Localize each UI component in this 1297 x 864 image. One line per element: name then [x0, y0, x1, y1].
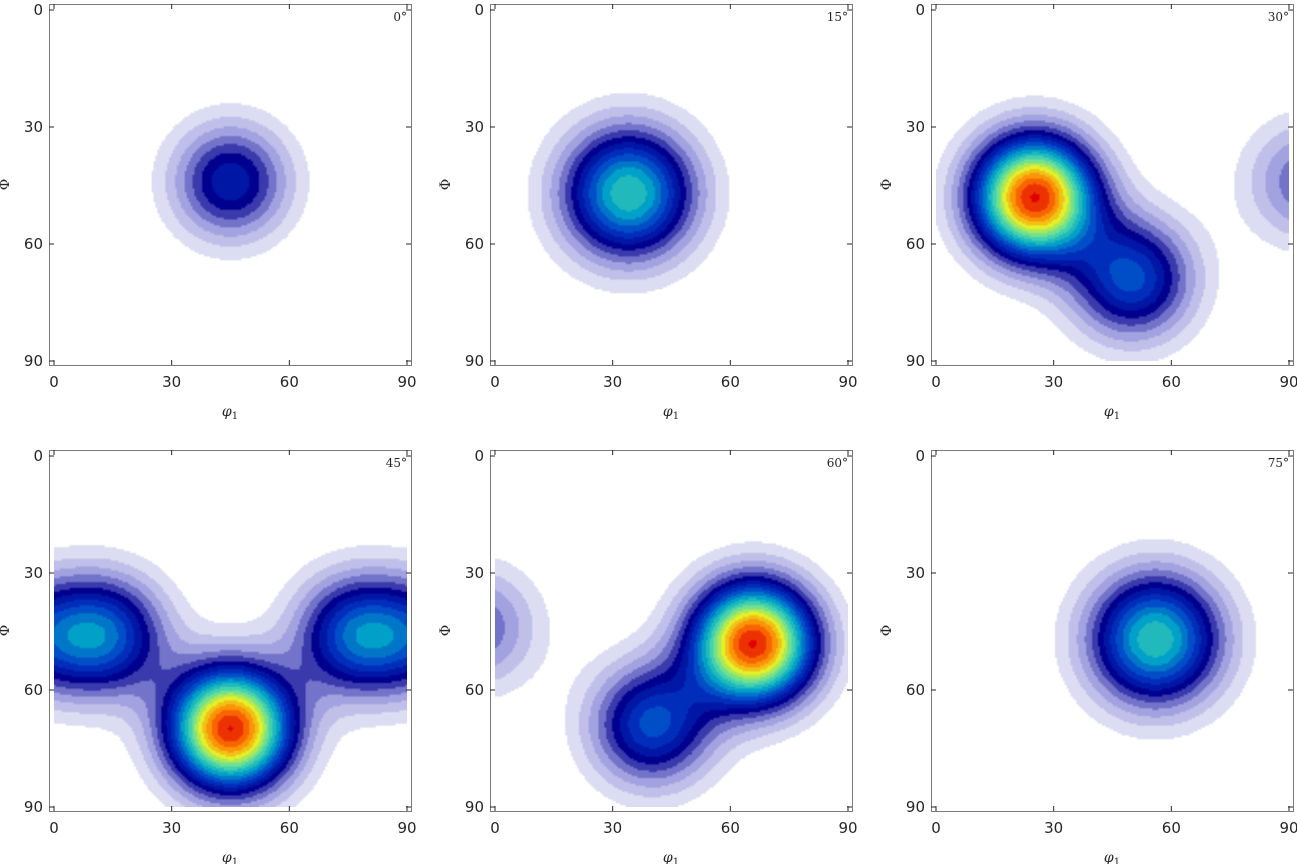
y-axis-label: Φ: [0, 179, 13, 190]
odf-section-panel: 0 30 60 90 0 30 60 90 φ1 Φ 0°: [0, 1, 417, 422]
odf-section-panel: 0 30 60 90 0 30 60 90 φ1 Φ 45°: [0, 447, 417, 864]
x-axis-label-subscript: 1: [1114, 857, 1120, 864]
x-axis-label: φ1: [222, 850, 238, 864]
y-axis-label: Φ: [879, 625, 895, 636]
x-axis-label-subscript: 1: [673, 411, 679, 422]
axes-frame: [490, 4, 853, 366]
x-tick-label: 90: [838, 819, 857, 837]
x-axis-label-subscript: 1: [1114, 411, 1120, 422]
x-axis-label: φ1: [222, 404, 238, 422]
y-tick-label: 60: [24, 681, 43, 699]
x-axis-label: φ1: [663, 850, 679, 864]
axes-frame: [931, 4, 1294, 366]
axes-frame: [49, 450, 412, 812]
odf-heatmap: [495, 456, 848, 807]
odf-heatmap: [936, 456, 1289, 807]
y-tick-label: 90: [465, 352, 484, 370]
y-tick-label: 90: [465, 798, 484, 816]
x-tick-label: 90: [838, 373, 857, 391]
y-tick-label: 30: [465, 564, 484, 582]
x-tick-label: 30: [603, 819, 622, 837]
y-axis-label: Φ: [438, 625, 454, 636]
section-label: 75°: [1268, 456, 1289, 470]
x-tick-label: 60: [1162, 819, 1181, 837]
x-tick-label: 90: [1279, 373, 1297, 391]
x-axis-label: φ1: [663, 404, 679, 422]
odf-section-panel: 0 30 60 90 0 30 60 90 φ1 Φ 60°: [438, 447, 858, 864]
x-axis-label: φ1: [1104, 404, 1120, 422]
x-axis-label-subscript: 1: [232, 857, 238, 864]
y-tick-label: 0: [915, 1, 925, 19]
y-axis-label: Φ: [438, 179, 454, 190]
y-axis-label: Φ: [0, 625, 13, 636]
section-label: 45°: [386, 456, 407, 470]
odf-heatmap: [936, 10, 1289, 361]
x-tick-label: 60: [280, 819, 299, 837]
y-tick-label: 0: [915, 447, 925, 465]
y-tick-label: 30: [24, 564, 43, 582]
y-tick-label: 60: [906, 681, 925, 699]
x-axis-label: φ1: [1104, 850, 1120, 864]
y-axis-label: Φ: [879, 179, 895, 190]
x-tick-label: 30: [162, 373, 181, 391]
section-label: 15°: [827, 10, 848, 24]
y-tick-label: 30: [906, 118, 925, 136]
y-tick-label: 60: [465, 235, 484, 253]
x-tick-label: 30: [1044, 373, 1063, 391]
section-label: 30°: [1268, 10, 1289, 24]
odf-heatmap: [495, 10, 848, 361]
odf-heatmap: [54, 456, 407, 807]
axes-frame: [49, 4, 412, 366]
x-tick-label: 60: [280, 373, 299, 391]
y-tick-label: 0: [33, 447, 43, 465]
y-tick-label: 30: [24, 118, 43, 136]
y-tick-label: 0: [474, 447, 484, 465]
axes-frame: [931, 450, 1294, 812]
x-tick-label: 0: [931, 373, 941, 391]
y-tick-label: 30: [906, 564, 925, 582]
odf-section-panel: 0 30 60 90 0 30 60 90 φ1 Φ 75°: [879, 447, 1297, 864]
y-tick-label: 90: [24, 352, 43, 370]
odf-section-panel: 0 30 60 90 0 30 60 90 φ1 Φ 30°: [879, 1, 1297, 422]
x-tick-label: 60: [721, 373, 740, 391]
y-tick-label: 90: [24, 798, 43, 816]
x-axis-label-subscript: 1: [232, 411, 238, 422]
odf-section-panel: 0 30 60 90 0 30 60 90 φ1 Φ 15°: [438, 1, 858, 422]
y-tick-label: 60: [24, 235, 43, 253]
x-tick-label: 0: [490, 373, 500, 391]
section-label: 0°: [393, 10, 407, 24]
y-tick-label: 0: [33, 1, 43, 19]
section-label: 60°: [827, 456, 848, 470]
y-tick-label: 90: [906, 352, 925, 370]
y-tick-label: 60: [906, 235, 925, 253]
x-tick-label: 60: [1162, 373, 1181, 391]
x-tick-label: 30: [162, 819, 181, 837]
x-tick-label: 0: [490, 819, 500, 837]
x-tick-label: 60: [721, 819, 740, 837]
y-tick-label: 90: [906, 798, 925, 816]
y-tick-label: 0: [474, 1, 484, 19]
y-tick-label: 30: [465, 118, 484, 136]
x-tick-label: 90: [397, 373, 416, 391]
axes-frame: [490, 450, 853, 812]
x-tick-label: 30: [1044, 819, 1063, 837]
odf-heatmap: [54, 10, 407, 361]
y-tick-label: 60: [465, 681, 484, 699]
x-tick-label: 90: [1279, 819, 1297, 837]
x-tick-label: 0: [931, 819, 941, 837]
x-tick-label: 0: [49, 819, 59, 837]
x-tick-label: 30: [603, 373, 622, 391]
x-tick-label: 0: [49, 373, 59, 391]
x-tick-label: 90: [397, 819, 416, 837]
x-axis-label-subscript: 1: [673, 857, 679, 864]
